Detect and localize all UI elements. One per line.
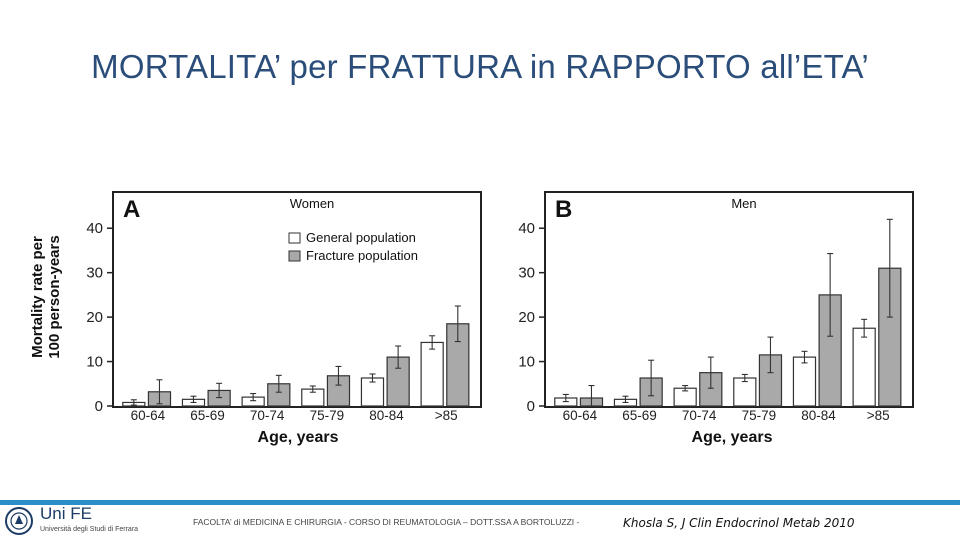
x-tick-label: 60-64: [563, 408, 598, 423]
x-tick-label: >85: [867, 408, 890, 423]
legend-swatch-general: [288, 232, 301, 244]
x-tick-label: 70-74: [250, 408, 285, 423]
university-logo-subtitle: Università degli Studi di Ferrara: [40, 526, 139, 533]
y-tick-label: 40: [86, 220, 103, 237]
plot-frame: [112, 191, 482, 408]
y-tick-label: 10: [86, 354, 103, 371]
footer-text: FACOLTA’ di MEDICINA E CHIRURGIA - CORSO…: [193, 517, 580, 527]
y-tick-label: 20: [518, 309, 535, 326]
legend-label-fracture: Fracture population: [306, 248, 418, 263]
x-tick-label: 65-69: [622, 408, 657, 423]
panel-letter: B: [555, 196, 572, 223]
general-population-bar: [733, 377, 757, 407]
x-tick-label: 75-79: [742, 408, 777, 423]
chart-title: Women: [290, 196, 335, 211]
page-title: MORTALITA’ per FRATTURA in RAPPORTO all’…: [91, 48, 869, 85]
x-tick-label: 60-64: [131, 408, 166, 423]
y-tick-label: 30: [518, 265, 535, 282]
chart-women: 0 10 20 30 40 60-64 65-69 70-74 75-79 80-84 >85 A Wo…: [86, 191, 482, 423]
general-population-bar: [792, 356, 817, 407]
chart-title: Men: [731, 196, 756, 211]
x-tick-label: 65-69: [190, 408, 225, 423]
x-tick-label: 80-84: [801, 408, 836, 423]
y-tick-label: 0: [95, 398, 103, 415]
chart-men: 0 10 20 30 40 60-64 65-69 70-74 75-79 80-84 >85 B Me…: [518, 191, 914, 423]
x-axis-label-men: Age, years: [691, 429, 773, 446]
legend-label-general: General population: [306, 230, 416, 245]
x-tick-label: 70-74: [682, 408, 717, 423]
x-axis-label-women: Age, years: [257, 429, 339, 446]
x-tick-label: >85: [435, 408, 458, 423]
plot-frame: [544, 191, 914, 408]
panel-letter: A: [123, 196, 140, 223]
legend-swatch-fracture: [288, 250, 301, 262]
y-tick-label: 40: [518, 220, 535, 237]
y-axis-label-line2: 100 person-years: [46, 235, 63, 359]
footer-bar: [0, 500, 960, 505]
x-tick-label: 75-79: [310, 408, 345, 423]
general-population-bar: [852, 327, 876, 407]
x-tick-label: 80-84: [369, 408, 404, 423]
y-tick-label: 0: [527, 398, 535, 415]
y-axis-label-line1: Mortality rate per: [29, 236, 46, 358]
y-tick-label: 20: [86, 309, 103, 326]
university-logo-text: Uni FE: [40, 504, 92, 523]
citation: Khosla S, J Clin Endocrinol Metab 2010: [623, 516, 855, 530]
y-tick-label: 10: [518, 354, 535, 371]
general-population-bar: [420, 341, 444, 407]
y-tick-label: 30: [86, 265, 103, 282]
y-axis-label: Mortality rate per 100 person-years: [22, 232, 70, 362]
university-seal-icon: [4, 506, 34, 536]
